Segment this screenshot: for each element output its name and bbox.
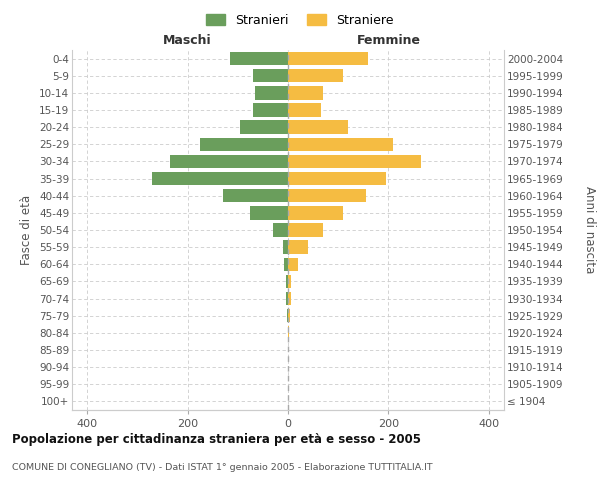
Bar [230,52,288,66]
Bar [288,224,323,236]
Bar [170,154,288,168]
Legend: Stranieri, Straniere: Stranieri, Straniere [202,8,398,32]
Text: Femmine: Femmine [356,34,421,46]
Bar [200,138,288,151]
Bar [288,309,290,322]
Bar [288,274,291,288]
Bar [223,189,288,202]
Bar [288,86,323,100]
Bar [288,120,348,134]
Bar [286,292,288,306]
Bar [288,69,343,82]
Bar [288,138,394,151]
Bar [288,206,343,220]
Y-axis label: Anni di nascita: Anni di nascita [583,186,596,274]
Bar [250,206,288,220]
Bar [273,224,288,236]
Text: Popolazione per cittadinanza straniera per età e sesso - 2005: Popolazione per cittadinanza straniera p… [12,432,421,446]
Bar [288,240,308,254]
Bar [288,52,368,66]
Text: COMUNE DI CONEGLIANO (TV) - Dati ISTAT 1° gennaio 2005 - Elaborazione TUTTITALIA: COMUNE DI CONEGLIANO (TV) - Dati ISTAT 1… [12,462,433,471]
Bar [256,86,288,100]
Bar [287,309,288,322]
Bar [253,104,288,117]
Bar [288,172,386,186]
Bar [288,258,298,271]
Bar [284,258,288,271]
Bar [288,154,421,168]
Text: Maschi: Maschi [163,34,212,46]
Bar [253,69,288,82]
Bar [283,240,288,254]
Y-axis label: Fasce di età: Fasce di età [20,195,34,265]
Bar [240,120,288,134]
Bar [288,292,290,306]
Bar [286,274,288,288]
Bar [288,104,320,117]
Bar [288,189,366,202]
Bar [288,326,289,340]
Bar [152,172,288,186]
